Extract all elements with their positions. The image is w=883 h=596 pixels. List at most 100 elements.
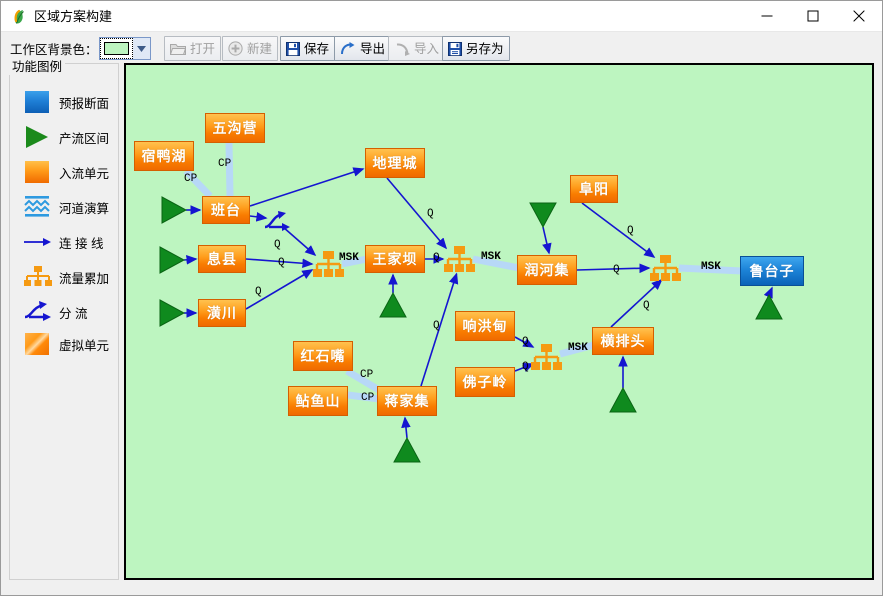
diagram-node-label: 横排头 bbox=[600, 333, 646, 349]
junction-node-j2[interactable] bbox=[444, 246, 475, 272]
blue-arrow-icon bbox=[23, 229, 53, 255]
connection-line bbox=[678, 264, 743, 275]
connection-line bbox=[245, 258, 314, 269]
runoff-triangle-t-wangjiaba[interactable] bbox=[379, 291, 407, 318]
connection-line bbox=[420, 272, 459, 387]
diagram-node-hongshizui[interactable]: 红石嘴 bbox=[293, 341, 353, 371]
connection-line bbox=[576, 263, 651, 274]
runoff-triangle-t-xixian[interactable] bbox=[159, 246, 186, 274]
save-button[interactable]: 保存 bbox=[280, 36, 336, 61]
diagram-node-label: 阜阳 bbox=[579, 181, 609, 197]
connection-line bbox=[341, 255, 368, 268]
legend-caption: 功能图例 bbox=[9, 56, 66, 75]
diagram-node-wangjiaba[interactable]: 王家坝 bbox=[365, 245, 425, 273]
close-button[interactable] bbox=[836, 1, 882, 31]
color-swatch bbox=[104, 42, 129, 55]
legend-label: 预报断面 bbox=[59, 96, 110, 111]
diagram-node-label: 鲇鱼山 bbox=[295, 393, 341, 409]
connection-line bbox=[245, 269, 314, 310]
open-button[interactable]: 打开 bbox=[164, 36, 222, 61]
connection-line bbox=[386, 177, 448, 250]
save-as-button-label: 另存为 bbox=[466, 41, 504, 56]
split-node-s1[interactable] bbox=[264, 211, 290, 231]
connection-line bbox=[249, 212, 268, 222]
save-as-button[interactable]: 另存为 bbox=[442, 36, 510, 61]
legend-item-connection-line: 连 接 线 bbox=[23, 229, 103, 255]
orange-hatch-icon bbox=[23, 331, 53, 357]
connection-line bbox=[514, 336, 535, 348]
diagram-node-label: 宿鸭湖 bbox=[141, 148, 187, 164]
diagram-node-foziling[interactable]: 佛子岭 bbox=[455, 367, 515, 397]
legend-label: 虚拟单元 bbox=[59, 338, 110, 353]
diagram-node-huangchuan[interactable]: 潢川 bbox=[198, 299, 246, 327]
connection-line bbox=[610, 278, 663, 328]
diagram-node-hengpaitou[interactable]: 横排头 bbox=[592, 327, 654, 355]
diagram-node-label: 潢川 bbox=[207, 305, 237, 321]
junction-nodes bbox=[313, 246, 681, 370]
junction-node-j1[interactable] bbox=[313, 251, 344, 277]
diagram-node-label: 响洪甸 bbox=[462, 318, 508, 334]
floppy-disk-icon bbox=[286, 41, 300, 56]
diagram-node-label: 蒋家集 bbox=[384, 393, 430, 409]
connection-line bbox=[183, 168, 213, 199]
diagram-edges-layer bbox=[159, 142, 783, 463]
connection-line bbox=[401, 416, 411, 439]
legend-label: 连 接 线 bbox=[59, 236, 104, 251]
legend-panel bbox=[9, 63, 119, 580]
edge-label: MSK bbox=[481, 251, 501, 263]
diagram-node-lutaizi[interactable]: 鲁台子 bbox=[740, 256, 804, 286]
diagram-node-label: 息县 bbox=[207, 251, 237, 267]
junction-node-j3[interactable] bbox=[650, 255, 681, 281]
import-button[interactable]: 导入 bbox=[388, 36, 446, 61]
connection-line bbox=[581, 202, 656, 258]
orange-square-icon bbox=[23, 159, 53, 185]
msk-routing-bands bbox=[183, 142, 743, 403]
export-button[interactable]: 导出 bbox=[334, 36, 392, 61]
edge-label: Q bbox=[522, 361, 529, 373]
orange-junction-icon bbox=[23, 264, 53, 290]
maximize-button[interactable] bbox=[790, 1, 836, 31]
split-nodes bbox=[264, 211, 290, 231]
diagram-node-fuyang[interactable]: 阜阳 bbox=[570, 175, 618, 203]
edge-label: Q bbox=[627, 225, 634, 237]
connection-line bbox=[559, 341, 595, 358]
connection-line bbox=[282, 226, 317, 257]
edge-label: CP bbox=[360, 369, 374, 381]
diagram-node-xianghongdian[interactable]: 响洪甸 bbox=[455, 311, 515, 341]
diagram-node-xixian[interactable]: 息县 bbox=[198, 245, 246, 273]
legend-label: 流量累加 bbox=[59, 271, 110, 286]
diagram-node-label: 鲁台子 bbox=[749, 263, 795, 279]
new-button[interactable]: 新建 bbox=[222, 36, 279, 61]
diagram-node-label: 地理城 bbox=[372, 155, 418, 171]
legend-item-virtual-unit: 虚拟单元 bbox=[23, 331, 109, 357]
chevron-down-icon[interactable] bbox=[133, 38, 150, 59]
runoff-triangle-t-jiangjiaji[interactable] bbox=[393, 436, 421, 463]
legend-item-flow-split: 分 流 bbox=[23, 299, 87, 325]
runoff-triangle-t-bantai[interactable] bbox=[161, 196, 188, 224]
folder-open-icon bbox=[170, 42, 186, 56]
runoff-triangle-t-lutaizi[interactable] bbox=[755, 293, 783, 320]
minimize-button[interactable] bbox=[744, 1, 790, 31]
diagram-node-suyahu[interactable]: 宿鸭湖 bbox=[134, 141, 194, 171]
blue-split-icon bbox=[23, 299, 53, 325]
diagram-node-label: 红石嘴 bbox=[300, 348, 346, 364]
diagram-node-jiangjiaji[interactable]: 蒋家集 bbox=[377, 386, 437, 416]
diagram-node-nianyushan[interactable]: 鲇鱼山 bbox=[288, 386, 348, 416]
edge-label: CP bbox=[218, 158, 232, 170]
diagram-node-dilicheng[interactable]: 地理城 bbox=[365, 148, 425, 178]
edge-label: Q bbox=[278, 257, 285, 269]
diagram-node-wugouying[interactable]: 五沟营 bbox=[205, 113, 265, 143]
junction-node-j4[interactable] bbox=[531, 344, 562, 370]
diagram-node-label: 班台 bbox=[211, 202, 241, 218]
diagram-node-label: 润河集 bbox=[524, 262, 570, 278]
runoff-triangle-t-runheji[interactable] bbox=[529, 202, 557, 229]
runoff-triangle-t-huangchuan[interactable] bbox=[159, 299, 186, 327]
title-bar: 区域方案构建 bbox=[1, 1, 882, 32]
connection-line bbox=[542, 226, 552, 255]
runoff-triangle-t-hengpaitou[interactable] bbox=[609, 386, 637, 413]
diagram-node-bantai[interactable]: 班台 bbox=[202, 196, 250, 224]
background-color-picker[interactable] bbox=[99, 37, 151, 60]
diagram-node-runheji[interactable]: 润河集 bbox=[517, 255, 577, 285]
diagram-canvas[interactable]: 五沟营宿鸭湖 地理城班台 阜阳息县 王家坝润河集 鲁台子潢川响洪甸横排头红石嘴佛子岭鲇鱼… bbox=[124, 63, 874, 580]
legend-item-channel-routing: 河道演算 bbox=[23, 194, 109, 220]
